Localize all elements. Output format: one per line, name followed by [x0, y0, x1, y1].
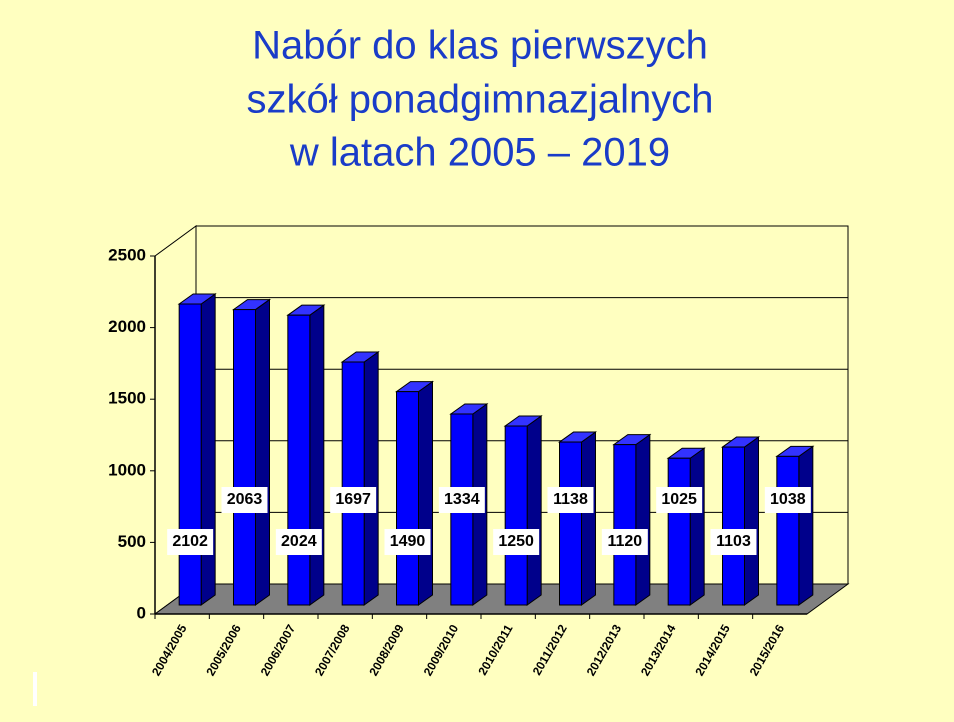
bar-side — [581, 431, 596, 606]
bar-front — [776, 455, 800, 606]
bar — [340, 351, 380, 606]
value-label-box — [384, 529, 431, 555]
y-tick-label: 2500 — [108, 245, 146, 264]
bar-side — [255, 298, 270, 606]
chart-title: w latach 2005 – 2019 — [289, 131, 670, 175]
y-tick-label: 0 — [137, 603, 146, 622]
value-label-box — [601, 529, 648, 555]
chart-title: szkół ponadgimnazjalnych — [247, 78, 714, 122]
value-label: 2063 — [227, 491, 263, 508]
bar-side — [689, 447, 705, 606]
bar-front — [504, 425, 528, 606]
bar — [666, 447, 706, 606]
bar — [286, 304, 326, 606]
value-label-box — [547, 487, 594, 513]
value-label: 1138 — [553, 491, 588, 508]
bar-side — [798, 445, 814, 606]
value-label: 2102 — [172, 533, 208, 550]
bar-front — [667, 457, 691, 606]
bar-side — [744, 436, 759, 606]
bar-side — [363, 351, 379, 606]
bar-front — [233, 309, 256, 606]
bar-front — [341, 361, 365, 606]
decoration — [33, 672, 37, 706]
bar — [231, 298, 272, 606]
bar-front — [396, 391, 419, 606]
value-label: 2024 — [281, 533, 317, 550]
value-label: 1038 — [770, 491, 806, 508]
bar-side — [309, 304, 325, 606]
bar — [775, 445, 815, 606]
y-tick-label: 1500 — [108, 389, 146, 408]
bar-front — [178, 303, 202, 606]
bar-side — [635, 433, 651, 606]
bar — [612, 433, 652, 606]
value-label: 1250 — [498, 533, 534, 550]
bar-front — [287, 314, 311, 606]
value-label: 1697 — [335, 491, 371, 508]
value-label-box — [764, 487, 811, 513]
value-label-box — [438, 487, 485, 513]
bar-side — [418, 380, 433, 606]
value-label-box — [221, 487, 268, 513]
bar — [720, 436, 761, 606]
bar — [503, 415, 543, 606]
value-label: 1025 — [661, 491, 697, 508]
y-tick-label: 500 — [118, 532, 146, 551]
value-label-box — [710, 529, 757, 555]
value-label-box — [330, 487, 377, 513]
bar-front — [613, 444, 637, 606]
y-tick-label: 2000 — [108, 317, 146, 336]
value-label-box — [656, 487, 703, 513]
value-label: 1120 — [607, 533, 642, 550]
bar — [557, 431, 598, 606]
value-label: 1334 — [444, 491, 480, 508]
bar — [177, 293, 217, 606]
bar — [394, 380, 435, 606]
value-label-box — [275, 529, 322, 555]
bar-side — [200, 293, 216, 606]
value-label: 1103 — [716, 533, 751, 550]
y-tick-label: 1000 — [108, 460, 146, 479]
value-label: 1490 — [390, 533, 426, 550]
value-label-box — [167, 529, 214, 555]
bar-side — [526, 415, 542, 606]
chart-title: Nabór do klas pierwszych — [252, 24, 708, 68]
value-label-box — [493, 529, 540, 555]
bar-front — [559, 441, 582, 606]
bar-front — [722, 446, 745, 606]
